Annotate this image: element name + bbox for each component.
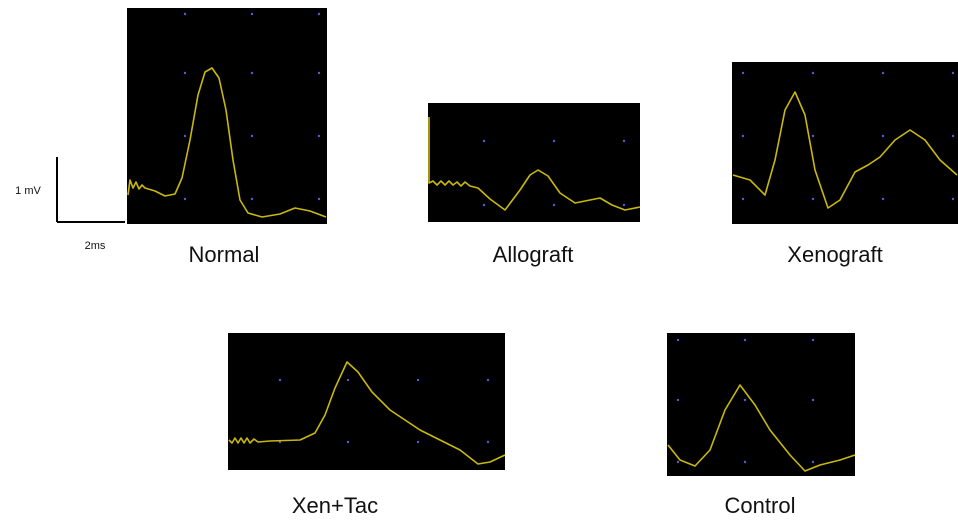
- grid-dot: [952, 72, 954, 74]
- scale-vertical-label: 1 mV: [15, 185, 41, 197]
- panel-label: Xen+Tac: [292, 493, 378, 518]
- grid-dot: [347, 379, 349, 381]
- grid-dot: [744, 399, 746, 401]
- grid-dot: [742, 198, 744, 200]
- grid-dot: [318, 198, 320, 200]
- panel-allograft: Allograft: [428, 103, 640, 267]
- grid-dot: [251, 72, 253, 74]
- grid-dot: [251, 198, 253, 200]
- grid-dot: [487, 441, 489, 443]
- grid-dot: [318, 13, 320, 15]
- panel-label: Normal: [189, 242, 260, 267]
- grid-dot: [483, 140, 485, 142]
- grid-dot: [553, 140, 555, 142]
- grid-dot: [952, 135, 954, 137]
- grid-dot: [812, 399, 814, 401]
- grid-dot: [812, 198, 814, 200]
- scope-screen: [732, 62, 958, 224]
- grid-dot: [553, 204, 555, 206]
- grid-dot: [744, 461, 746, 463]
- grid-dot: [483, 204, 485, 206]
- grid-dot: [417, 379, 419, 381]
- figure: 1 mV 2ms Normal Allograft Xenograft Xen+…: [0, 0, 958, 522]
- grid-dot: [623, 204, 625, 206]
- grid-dot: [623, 140, 625, 142]
- grid-dot: [677, 461, 679, 463]
- scale-bar: 1 mV 2ms: [15, 157, 125, 252]
- grid-dot: [677, 399, 679, 401]
- grid-dot: [812, 72, 814, 74]
- grid-dot: [251, 13, 253, 15]
- grid-dot: [882, 135, 884, 137]
- grid-dot: [347, 441, 349, 443]
- grid-dot: [184, 135, 186, 137]
- grid-dot: [952, 198, 954, 200]
- panel-label: Allograft: [493, 242, 574, 267]
- panel-xenograft: Xenograft: [732, 62, 958, 267]
- grid-dot: [184, 72, 186, 74]
- grid-dot: [744, 339, 746, 341]
- grid-dot: [742, 72, 744, 74]
- scope-screen: [428, 103, 640, 222]
- grid-dot: [318, 72, 320, 74]
- scale-horizontal-label: 2ms: [85, 240, 106, 252]
- panel-label: Xenograft: [787, 242, 882, 267]
- grid-dot: [184, 13, 186, 15]
- grid-dot: [318, 135, 320, 137]
- grid-dot: [417, 441, 419, 443]
- grid-dot: [184, 198, 186, 200]
- panel-normal: Normal: [127, 8, 327, 267]
- grid-dot: [812, 135, 814, 137]
- panel-label: Control: [725, 493, 796, 518]
- grid-dot: [812, 461, 814, 463]
- scope-screen: [228, 333, 505, 470]
- grid-dot: [882, 198, 884, 200]
- grid-dot: [742, 135, 744, 137]
- panel-xen-tac: Xen+Tac: [228, 333, 505, 518]
- grid-dot: [882, 72, 884, 74]
- grid-dot: [487, 379, 489, 381]
- panel-control: Control: [667, 333, 855, 518]
- grid-dot: [279, 379, 281, 381]
- scope-screen: [667, 333, 855, 476]
- grid-dot: [812, 339, 814, 341]
- grid-dot: [251, 135, 253, 137]
- grid-dot: [677, 339, 679, 341]
